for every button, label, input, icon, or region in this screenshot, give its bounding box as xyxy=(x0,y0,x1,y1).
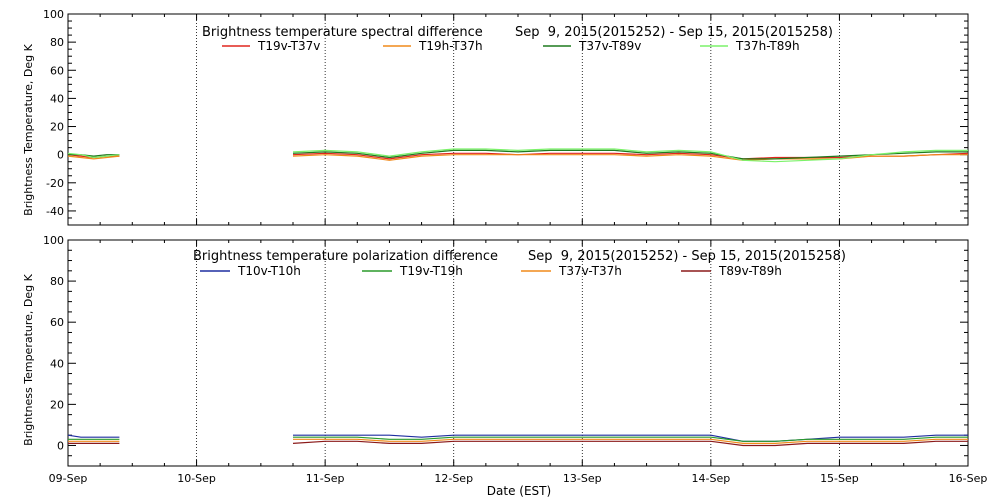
legend-polarization: T10v-T10h T19v-T19h T37v-T37h T89v-T89h xyxy=(200,264,782,278)
series-line-t10v-t10h xyxy=(293,434,968,442)
x-tick-label: 11-Sep xyxy=(306,472,345,485)
y-ticks-spectral: -40 -20 0 20 40 60 80 100 xyxy=(43,8,968,226)
gridlines-polarization xyxy=(67,240,969,466)
legend-spectral: T19v-T37v T19h-T37h T37v-T89v T37h-T89h xyxy=(222,39,800,53)
legend-label: T37v-T89v xyxy=(578,39,641,53)
title-left-polarization: Brightness temperature polarization diff… xyxy=(193,249,498,264)
y-tick-label: 40 xyxy=(50,357,64,370)
title-left-spectral: Brightness temperature spectral differen… xyxy=(202,25,483,40)
y-axis-label-polarization: Brightness Temperature, Deg K xyxy=(22,273,35,445)
y-tick-label: -40 xyxy=(46,205,64,218)
x-tick-label: 16-Sep xyxy=(949,472,988,485)
title-right-polarization: Sep 9, 2015(2015252) - Sep 15, 2015(2015… xyxy=(528,249,846,264)
legend-label: T10v-T10h xyxy=(237,264,301,278)
legend-label: T89v-T89h xyxy=(718,264,782,278)
series-line-t89v-t89h xyxy=(292,440,968,447)
legend-label: T37h-T89h xyxy=(735,39,800,53)
y-tick-label: 80 xyxy=(50,275,64,288)
legend-label: T19h-T37h xyxy=(418,39,483,53)
x-tick-label: 13-Sep xyxy=(563,472,602,485)
x-tick-label: 14-Sep xyxy=(692,472,731,485)
series-line-t37h-t89h xyxy=(67,152,120,159)
series-line-t19v-t19h xyxy=(293,436,968,442)
y-tick-label: 0 xyxy=(57,439,64,452)
series-line-t37h-t89h xyxy=(292,148,968,163)
x-ticks-polarization: 09-Sep 10-Sep 11-Sep 12-Sep 13-Sep 14-Sep 15-S… xyxy=(49,472,988,485)
series-line-t19h-t37h xyxy=(67,155,120,160)
series-line-t37v-t37h xyxy=(293,438,968,444)
gridlines-spectral xyxy=(67,14,969,225)
series-line-t19h-t37h xyxy=(292,154,968,161)
x-tick-label: 09-Sep xyxy=(49,472,88,485)
legend-label: T19v-T37v xyxy=(257,39,320,53)
x-tick-label: 12-Sep xyxy=(434,472,473,485)
title-right-spectral: Sep 9, 2015(2015252) - Sep 15, 2015(2015… xyxy=(515,25,833,40)
y-tick-label: 80 xyxy=(50,36,64,49)
x-tick-label: 10-Sep xyxy=(177,472,216,485)
series-line-t10v-t10h xyxy=(67,434,120,438)
y-ticks-polarization: 0 20 40 60 80 100 xyxy=(43,234,968,467)
legend-label: T37v-T37h xyxy=(558,264,622,278)
y-tick-label: 60 xyxy=(50,316,64,329)
panel-polarization: 0 20 40 60 80 100 09-Sep 10-Sep 11-Sep 12-Sep 13-… xyxy=(22,234,987,498)
y-tick-label: 100 xyxy=(43,234,64,247)
series-polarization xyxy=(67,434,968,447)
series-spectral xyxy=(67,148,969,163)
y-tick-label: -20 xyxy=(46,177,64,190)
panel-spectral: -40 -20 0 20 40 60 80 100 Brightness temperatur… xyxy=(22,8,969,226)
y-tick-label: 40 xyxy=(50,92,64,105)
y-tick-label: 20 xyxy=(50,398,64,411)
y-axis-label-spectral: Brightness Temperature, Deg K xyxy=(22,43,35,215)
x-tick-label: 15-Sep xyxy=(820,472,859,485)
y-tick-label: 100 xyxy=(43,8,64,21)
y-tick-label: 20 xyxy=(50,121,64,134)
y-tick-label: 60 xyxy=(50,64,64,77)
x-axis-label: Date (EST) xyxy=(487,484,551,498)
y-tick-label: 0 xyxy=(57,149,64,162)
legend-label: T19v-T19h xyxy=(399,264,463,278)
series-line-t37v-t89v xyxy=(292,149,968,160)
